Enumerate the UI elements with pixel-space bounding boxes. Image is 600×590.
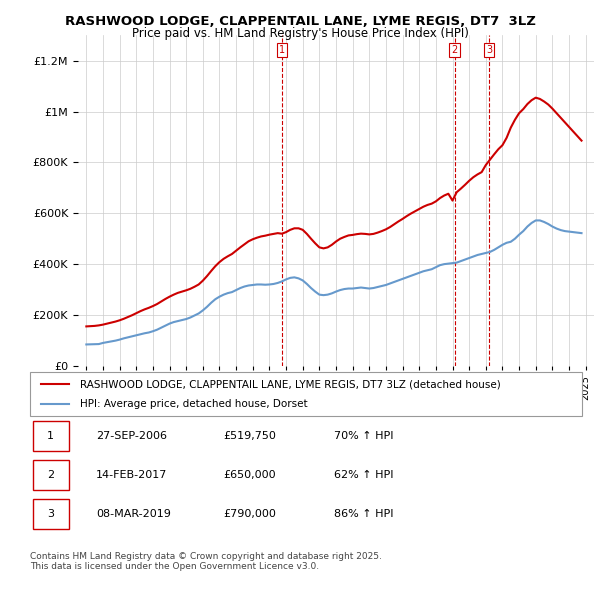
Text: 14-FEB-2017: 14-FEB-2017 bbox=[96, 470, 167, 480]
Text: RASHWOOD LODGE, CLAPPENTAIL LANE, LYME REGIS, DT7  3LZ: RASHWOOD LODGE, CLAPPENTAIL LANE, LYME R… bbox=[65, 15, 535, 28]
FancyBboxPatch shape bbox=[33, 421, 68, 451]
Text: 1: 1 bbox=[47, 431, 54, 441]
Text: 2: 2 bbox=[451, 45, 458, 55]
Text: 3: 3 bbox=[47, 509, 54, 519]
Text: 27-SEP-2006: 27-SEP-2006 bbox=[96, 431, 167, 441]
Text: 86% ↑ HPI: 86% ↑ HPI bbox=[334, 509, 393, 519]
Text: 3: 3 bbox=[486, 45, 492, 55]
Text: 62% ↑ HPI: 62% ↑ HPI bbox=[334, 470, 393, 480]
Text: Price paid vs. HM Land Registry's House Price Index (HPI): Price paid vs. HM Land Registry's House … bbox=[131, 27, 469, 40]
FancyBboxPatch shape bbox=[30, 372, 582, 416]
Text: 2: 2 bbox=[47, 470, 54, 480]
Text: £519,750: £519,750 bbox=[223, 431, 276, 441]
Text: 70% ↑ HPI: 70% ↑ HPI bbox=[334, 431, 393, 441]
Text: 1: 1 bbox=[279, 45, 285, 55]
FancyBboxPatch shape bbox=[33, 499, 68, 529]
Text: 08-MAR-2019: 08-MAR-2019 bbox=[96, 509, 171, 519]
Text: £790,000: £790,000 bbox=[223, 509, 276, 519]
Text: Contains HM Land Registry data © Crown copyright and database right 2025.
This d: Contains HM Land Registry data © Crown c… bbox=[30, 552, 382, 571]
Text: £650,000: £650,000 bbox=[223, 470, 276, 480]
Text: HPI: Average price, detached house, Dorset: HPI: Average price, detached house, Dors… bbox=[80, 399, 307, 408]
Text: RASHWOOD LODGE, CLAPPENTAIL LANE, LYME REGIS, DT7 3LZ (detached house): RASHWOOD LODGE, CLAPPENTAIL LANE, LYME R… bbox=[80, 379, 500, 389]
FancyBboxPatch shape bbox=[33, 460, 68, 490]
